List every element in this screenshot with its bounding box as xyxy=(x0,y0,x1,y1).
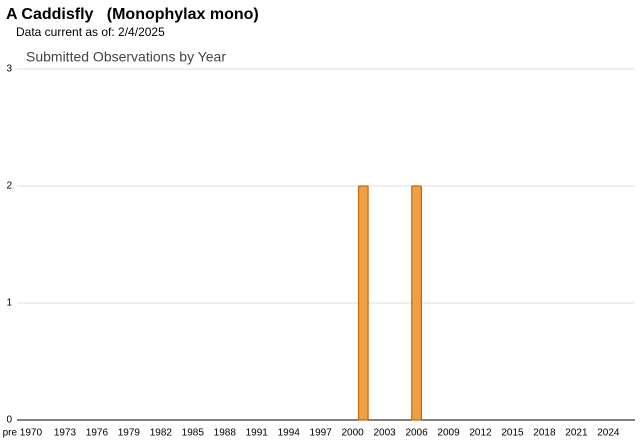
x-tick-label: 2021 xyxy=(565,428,588,439)
x-tick-label: pre 1970 xyxy=(3,428,43,439)
x-tick-label: 1982 xyxy=(150,428,173,439)
x-tick-label: 1976 xyxy=(86,428,109,439)
x-tick-label: 2006 xyxy=(405,428,428,439)
x-tick-label: 2015 xyxy=(501,428,524,439)
x-tick-label: 1994 xyxy=(278,428,301,439)
y-tick-label: 3 xyxy=(6,64,12,75)
x-tick-label: 2018 xyxy=(533,428,556,439)
x-tick-label: 1991 xyxy=(246,428,269,439)
page-title: A Caddisfly (Monophylax mono) xyxy=(6,6,259,23)
y-tick-label: 0 xyxy=(6,415,12,426)
x-tick-label: 1997 xyxy=(310,428,333,439)
x-tick-label: 2000 xyxy=(342,428,365,439)
x-tick-label: 2003 xyxy=(373,428,396,439)
bar xyxy=(357,185,369,421)
chart-title: Submitted Observations by Year xyxy=(26,49,226,65)
page-subtitle: Data current as of: 2/4/2025 xyxy=(16,25,165,39)
x-tick-label: 2012 xyxy=(469,428,492,439)
x-tick-label: 1979 xyxy=(118,428,141,439)
x-tick-label: 1973 xyxy=(54,428,77,439)
x-tick-label: 1985 xyxy=(182,428,205,439)
x-tick-label: 1988 xyxy=(214,428,237,439)
y-tick-label: 1 xyxy=(6,298,12,309)
x-tick-label: 2009 xyxy=(437,428,460,439)
y-tick-label: 2 xyxy=(6,181,12,192)
bar xyxy=(411,185,422,421)
x-tick-label: 2024 xyxy=(597,428,620,439)
